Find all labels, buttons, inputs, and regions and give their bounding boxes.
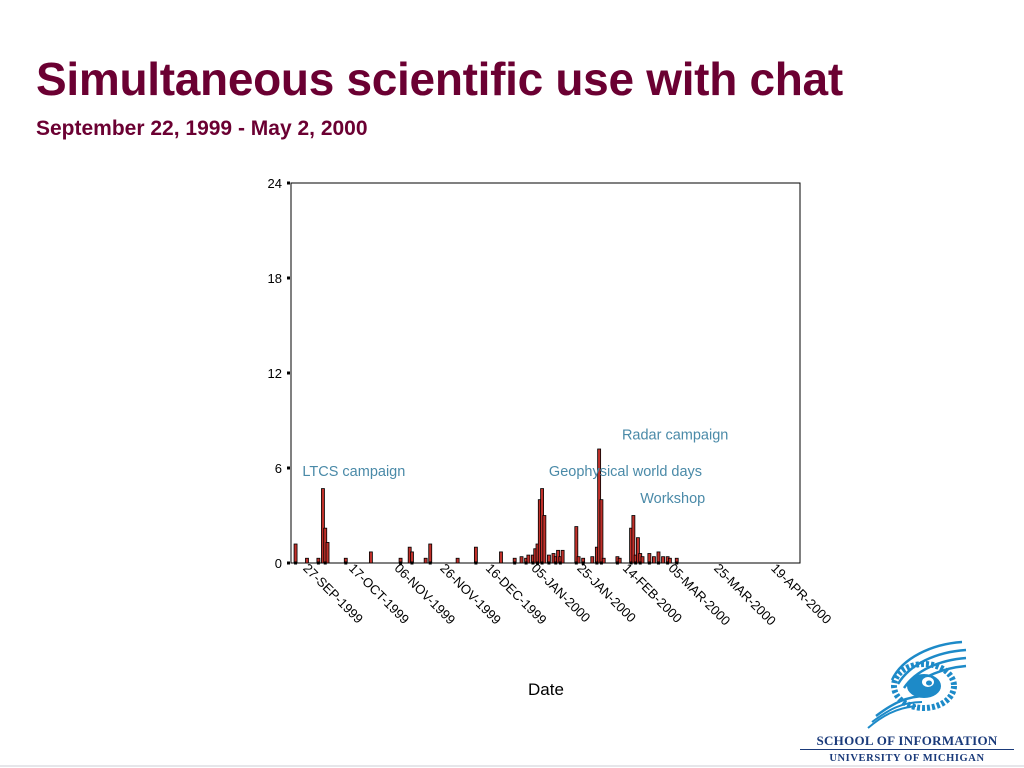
school-name: SCHOOL OF INFORMATION: [800, 733, 1014, 750]
baseline-marker: [316, 561, 320, 565]
baseline-marker: [513, 561, 517, 565]
baseline-marker: [536, 561, 540, 565]
plot-frame: [290, 182, 801, 564]
data-bar: [560, 549, 565, 564]
data-bar: [576, 556, 581, 564]
data-bar: [617, 557, 622, 564]
baseline-marker: [540, 561, 544, 565]
baseline-marker: [615, 561, 619, 565]
data-bar: [305, 557, 309, 564]
baseline-marker: [595, 561, 599, 565]
data-bar: [410, 551, 414, 564]
data-bar: [601, 557, 606, 564]
x-axis-label: Date: [528, 680, 564, 699]
data-bar: [321, 488, 325, 564]
data-bar: [640, 556, 645, 564]
baseline-marker: [410, 561, 414, 565]
university-name: UNIVERSITY OF MICHIGAN: [829, 753, 985, 764]
y-tick-mark: [287, 466, 290, 470]
data-bar: [325, 542, 330, 564]
chart-annotation: Workshop: [640, 491, 705, 507]
baseline-marker: [474, 561, 478, 565]
school-wordmark: SCHOOL OF INFORMATION UNIVERSITY OF MICH…: [800, 733, 1014, 766]
baseline-marker: [323, 561, 327, 565]
data-bar: [636, 537, 640, 564]
data-bar: [661, 556, 665, 564]
data-bar: [590, 556, 595, 564]
baseline-marker: [531, 561, 535, 565]
school-logo: [867, 640, 967, 729]
y-tick-mark: [287, 181, 290, 185]
y-tick-label: 18: [268, 271, 282, 286]
y-tick-mark: [287, 561, 290, 565]
baseline-marker: [554, 561, 558, 565]
data-bar: [473, 546, 478, 564]
baseline-marker: [629, 561, 633, 565]
baseline-marker: [599, 561, 603, 565]
data-bar: [455, 557, 460, 564]
y-tick-label: 0: [275, 556, 282, 571]
data-bar: [656, 551, 661, 564]
y-tick-label: 6: [275, 461, 282, 476]
footer-rule: [0, 765, 1024, 767]
data-bar: [423, 557, 428, 564]
baseline-marker: [428, 561, 432, 565]
baseline-marker: [524, 561, 528, 565]
chart-annotation: Radar campaign: [622, 428, 728, 444]
y-tick-mark: [287, 276, 290, 280]
data-bar: [652, 556, 656, 564]
baseline-marker: [558, 561, 562, 565]
data-bar: [526, 554, 531, 564]
data-bar: [542, 515, 547, 564]
baseline-marker: [638, 561, 642, 565]
data-bar: [293, 543, 298, 564]
data-bar: [599, 499, 604, 564]
baseline-marker: [574, 561, 578, 565]
baseline-marker: [647, 561, 651, 565]
baseline-marker: [675, 561, 679, 565]
baseline-marker: [399, 561, 403, 565]
y-tick-label: 24: [268, 176, 282, 191]
y-tick-label: 12: [268, 366, 282, 381]
baseline-marker: [547, 561, 551, 565]
data-bar: [667, 557, 672, 564]
baseline-marker: [656, 561, 660, 565]
chart-annotation: LTCS campaign: [302, 464, 405, 480]
data-bar: [499, 551, 503, 564]
slide-title: Simultaneous scientific use with chat: [36, 53, 843, 105]
y-tick-mark: [287, 371, 290, 375]
baseline-marker: [666, 561, 670, 565]
data-bar: [631, 515, 636, 564]
data-bar: [519, 556, 524, 564]
chart-annotation: Geophysical world days: [549, 464, 702, 480]
baseline-marker: [581, 561, 585, 565]
slide-subtitle: September 22, 1999 - May 2, 2000: [36, 117, 368, 140]
baseline-marker: [344, 561, 348, 565]
data-bar: [428, 543, 433, 564]
baseline-marker: [634, 561, 638, 565]
data-bar: [368, 551, 373, 564]
baseline-marker: [294, 561, 298, 565]
